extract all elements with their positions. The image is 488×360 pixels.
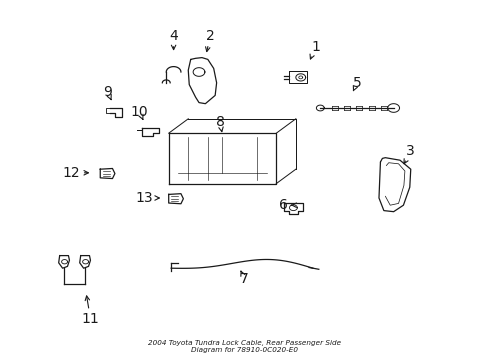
Text: 4: 4 bbox=[169, 29, 178, 43]
Text: 5: 5 bbox=[352, 76, 361, 90]
Text: 2: 2 bbox=[205, 29, 214, 43]
Text: 11: 11 bbox=[81, 312, 99, 325]
Text: 1: 1 bbox=[310, 40, 319, 54]
Text: 8: 8 bbox=[215, 116, 224, 129]
Text: 10: 10 bbox=[130, 105, 148, 118]
Text: 12: 12 bbox=[62, 166, 80, 180]
Text: 13: 13 bbox=[135, 191, 153, 205]
Text: 3: 3 bbox=[406, 144, 414, 158]
Text: 2004 Toyota Tundra Lock Cable, Rear Passenger Side: 2004 Toyota Tundra Lock Cable, Rear Pass… bbox=[148, 340, 340, 346]
Text: 7: 7 bbox=[240, 272, 248, 286]
Text: 9: 9 bbox=[103, 85, 112, 99]
Text: Diagram for 78910-0C020-E0: Diagram for 78910-0C020-E0 bbox=[191, 347, 297, 353]
Text: 6: 6 bbox=[279, 198, 287, 212]
